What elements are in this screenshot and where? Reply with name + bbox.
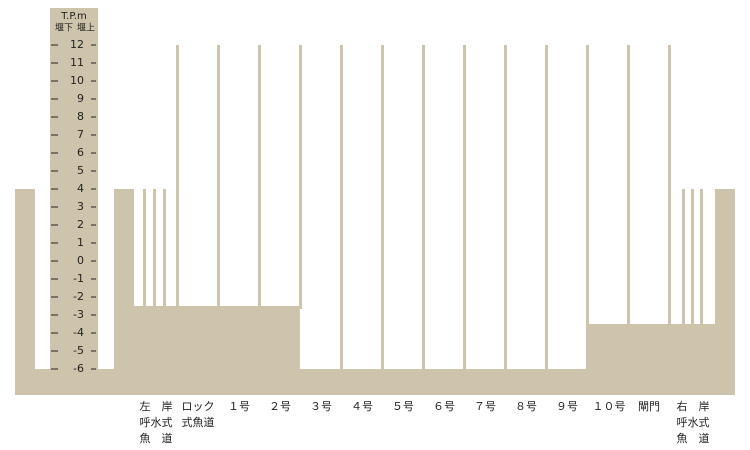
tick-label: 1 <box>77 236 84 249</box>
section-label: 閘門 <box>638 400 660 413</box>
tick-label: 3 <box>77 200 84 213</box>
tick-label: -2 <box>73 290 84 303</box>
tick-label: 8 <box>77 110 84 123</box>
section-label: 魚 道 <box>677 431 710 445</box>
tick-label: -4 <box>73 326 84 339</box>
tick-label: 7 <box>77 128 84 141</box>
section-label: ４号 <box>351 400 373 413</box>
section-label: ５号 <box>392 400 414 413</box>
ground <box>15 189 735 395</box>
scale-title: T.P.m <box>60 11 87 22</box>
upstream-label: 堰上 <box>77 23 95 34</box>
downstream-label: 堰下 <box>55 23 73 34</box>
tick-label: 4 <box>77 182 84 195</box>
section-label: 呼水式 <box>140 416 173 429</box>
tick-label: 6 <box>77 146 84 159</box>
section-label: 魚 道 <box>140 431 173 445</box>
tick-label: -5 <box>73 344 84 357</box>
tick-label: 0 <box>77 254 84 267</box>
scale-column <box>50 8 98 395</box>
section-label: 右 岸 <box>677 399 710 413</box>
section-label: 呼水式 <box>677 416 710 429</box>
section-label: 左 岸 <box>140 400 173 413</box>
section-label: ８号 <box>515 400 537 413</box>
tick-label: -3 <box>73 308 84 321</box>
tick-label: 2 <box>77 218 84 231</box>
weir-profile <box>15 8 735 395</box>
section-label: ３号 <box>310 400 332 413</box>
section-label: １０号 <box>593 400 626 413</box>
section-label: ９号 <box>556 400 578 413</box>
tick-label: 10 <box>70 74 84 87</box>
section-label: ロック <box>182 400 215 413</box>
section-label: 式魚道 <box>182 415 215 429</box>
piers <box>143 45 703 371</box>
tick-label: -6 <box>73 362 84 375</box>
tick-label: 11 <box>70 56 84 69</box>
section-label: ６号 <box>433 400 455 413</box>
tick-label: 9 <box>77 92 84 105</box>
section-label: １号 <box>228 400 250 413</box>
section-label: ７号 <box>474 400 496 413</box>
tick-label: -1 <box>73 272 84 285</box>
section-label: ２号 <box>269 400 291 413</box>
tick-label: 12 <box>70 38 84 51</box>
tick-label: 5 <box>77 164 84 177</box>
